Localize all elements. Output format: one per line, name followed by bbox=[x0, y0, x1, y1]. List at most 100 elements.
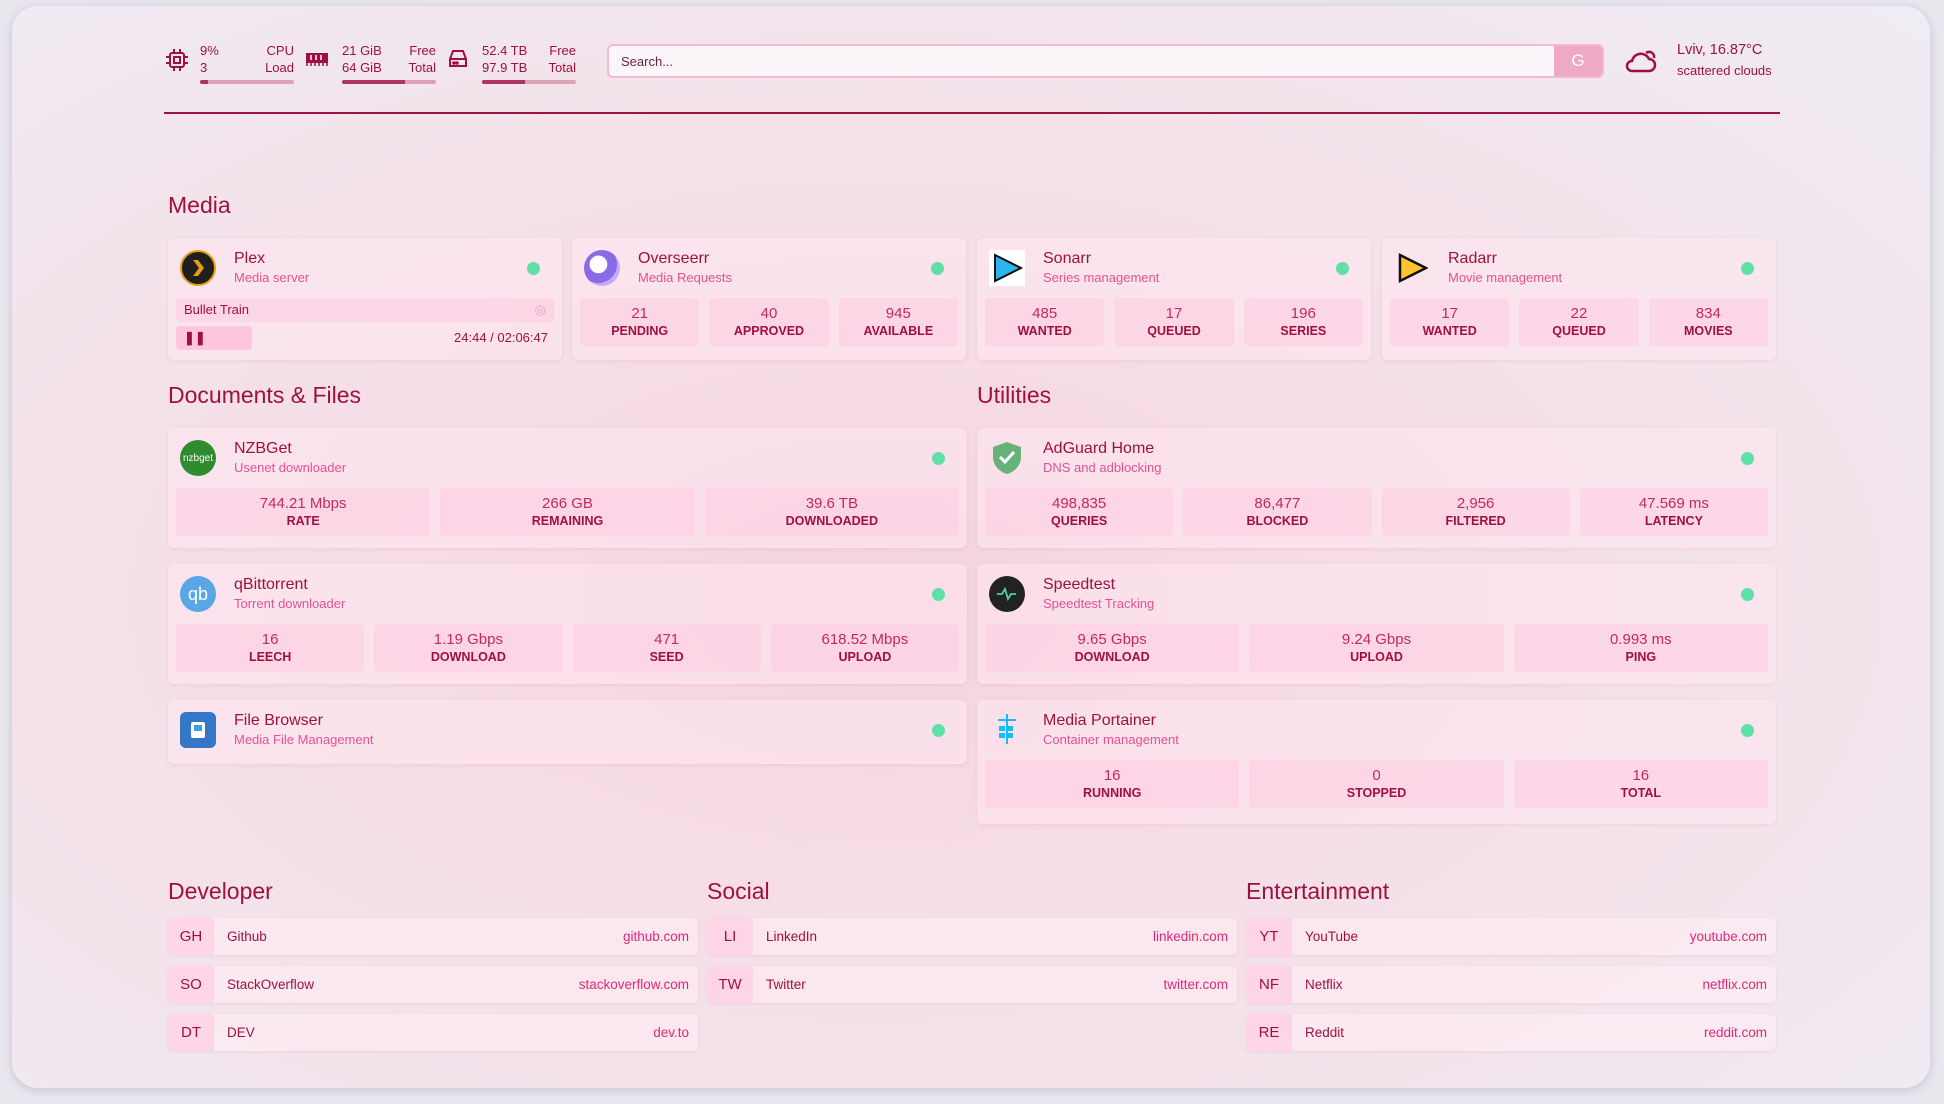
service-card-portainer[interactable]: Media Portainer Container management 16 RUN… bbox=[977, 700, 1776, 824]
status-indicator bbox=[1741, 724, 1754, 737]
cpu-widget: 9% CPU 3 Load bbox=[200, 42, 294, 88]
stat-label: BLOCKED bbox=[1246, 514, 1309, 528]
stat-value: 744.21 Mbps bbox=[259, 495, 347, 512]
memory-bar bbox=[342, 80, 436, 84]
speedtest-logo-icon bbox=[989, 576, 1025, 612]
stat-total: 16 TOTAL bbox=[1513, 760, 1768, 808]
stat-label: UPLOAD bbox=[1350, 650, 1403, 664]
cpu-usage: 9% bbox=[200, 43, 219, 58]
bookmark-name: StackOverflow bbox=[227, 977, 315, 992]
status-indicator bbox=[1741, 262, 1754, 275]
status-indicator bbox=[1741, 588, 1754, 601]
bookmark-url: github.com bbox=[622, 929, 689, 944]
bookmark-name: Github bbox=[227, 929, 267, 944]
pause-icon[interactable]: ❚❚ bbox=[184, 330, 206, 345]
bookmark-url: netflix.com bbox=[1702, 977, 1767, 992]
bookmark-reddit[interactable]: RE Reddit reddit.com bbox=[1246, 1014, 1776, 1051]
bookmark-youtube[interactable]: YT YouTube youtube.com bbox=[1246, 918, 1776, 955]
service-name: Speedtest bbox=[1043, 576, 1116, 593]
nzbget-logo-icon: nzbget bbox=[180, 440, 216, 476]
service-stats: 16 LEECH 1.19 Gbps DOWNLOAD 471 SEED 618.52 Mb… bbox=[168, 624, 967, 672]
stat-value: 86,477 bbox=[1254, 495, 1301, 512]
bookmark-abbr: YT bbox=[1246, 918, 1292, 955]
status-indicator bbox=[931, 262, 944, 275]
service-card-speedtest[interactable]: Speedtest Speedtest Tracking 9.65 Gbps DOWN… bbox=[977, 564, 1776, 684]
service-name: Media Portainer bbox=[1043, 712, 1156, 729]
status-indicator bbox=[1741, 452, 1754, 465]
stat-label: STOPPED bbox=[1346, 786, 1407, 800]
search-engine-button[interactable]: G bbox=[1554, 46, 1602, 76]
bookmark-twitter[interactable]: TW Twitter twitter.com bbox=[707, 966, 1237, 1003]
status-indicator bbox=[932, 452, 945, 465]
stat-label: MOVIES bbox=[1684, 324, 1733, 338]
bookmark-github[interactable]: GH Github github.com bbox=[168, 918, 698, 955]
service-card-nzbget[interactable]: nzbget NZBGet Usenet downloader 744.21 Mbps… bbox=[168, 428, 967, 548]
hard-drive-icon bbox=[447, 48, 469, 70]
stat-queued: 17 QUEUED bbox=[1114, 298, 1234, 346]
bookmark-netflix[interactable]: NF Netflix netflix.com bbox=[1246, 966, 1776, 1003]
header-divider bbox=[164, 112, 1780, 114]
stat-upload: 618.52 Mbps UPLOAD bbox=[770, 624, 959, 672]
service-stats: 16 RUNNING 0 STOPPED 16 TOTAL bbox=[977, 760, 1776, 808]
service-card-filebrowser[interactable]: File Browser Media File Management bbox=[168, 700, 967, 764]
stat-value: 498,835 bbox=[1052, 495, 1107, 512]
stat-pending: 21 PENDING bbox=[580, 298, 700, 346]
stat-label: SEED bbox=[649, 650, 684, 664]
stat-value: 17 bbox=[1441, 305, 1458, 322]
stat-value: 40 bbox=[760, 305, 778, 322]
stat-remaining: 266 GB REMAINING bbox=[440, 488, 695, 536]
status-indicator bbox=[932, 588, 945, 601]
bookmark-url: dev.to bbox=[653, 1025, 689, 1040]
service-card-adguard[interactable]: AdGuard Home DNS and adblocking 498,835 QUE… bbox=[977, 428, 1776, 548]
bookmark-linkedin[interactable]: LI LinkedIn linkedin.com bbox=[707, 918, 1237, 955]
stat-seed: 471 SEED bbox=[572, 624, 761, 672]
section-title-media: Media bbox=[168, 192, 231, 218]
stat-label: PING bbox=[1625, 650, 1657, 664]
stat-value: 9.24 Gbps bbox=[1341, 631, 1412, 648]
service-card-sonarr[interactable]: Sonarr Series management 485 WANTED 17 QUEUED… bbox=[977, 238, 1371, 360]
stat-label: RATE bbox=[286, 514, 320, 528]
bookmark-dev[interactable]: DT DEV dev.to bbox=[168, 1014, 698, 1051]
search-input[interactable] bbox=[609, 46, 1554, 76]
load-label: Load bbox=[265, 60, 294, 75]
playback-bar: ❚❚ 24:44 / 02:06:47 bbox=[176, 326, 554, 350]
dashboard: 9% CPU 3 Load 21 GiB Free 64 GiB Total 52.4 … bbox=[12, 6, 1930, 1088]
service-card-radarr[interactable]: Radarr Movie management 17 WANTED 22 QUEUED 83… bbox=[1382, 238, 1776, 360]
bookmark-url: twitter.com bbox=[1163, 977, 1228, 992]
free-label: Free bbox=[409, 43, 436, 58]
bookmark-name: Twitter bbox=[766, 977, 806, 992]
stat-value: 1.19 Gbps bbox=[433, 631, 503, 648]
bookmark-stackoverflow[interactable]: SO StackOverflow stackoverflow.com bbox=[168, 966, 698, 1003]
search-box: G bbox=[607, 44, 1604, 78]
disk-widget: 52.4 TB Free 97.9 TB Total bbox=[482, 42, 576, 88]
stat-label: APPROVED bbox=[733, 324, 805, 338]
bookmark-abbr: RE bbox=[1246, 1014, 1292, 1051]
playback-time: 24:44 / 02:06:47 bbox=[454, 330, 548, 345]
section-title-utilities: Utilities bbox=[977, 382, 1052, 408]
service-name: Plex bbox=[234, 250, 266, 267]
stat-available: 945 AVAILABLE bbox=[838, 298, 958, 346]
service-card-overseerr[interactable]: Overseerr Media Requests 21 PENDING 40 APPROV… bbox=[572, 238, 966, 360]
stat-value: 17 bbox=[1165, 305, 1183, 322]
stat-label: RUNNING bbox=[1082, 786, 1142, 800]
stat-wanted: 17 WANTED bbox=[1390, 298, 1510, 346]
stat-label: QUERIES bbox=[1050, 514, 1108, 528]
service-description: Torrent downloader bbox=[234, 596, 346, 611]
service-card-qbittorrent[interactable]: qb qBittorrent Torrent downloader 16 LEECH 1.… bbox=[168, 564, 967, 684]
plex-logo-icon bbox=[180, 250, 216, 286]
service-name: qBittorrent bbox=[234, 576, 308, 593]
stat-latency: 47.569 ms LATENCY bbox=[1579, 488, 1768, 536]
total-label: Total bbox=[408, 60, 436, 75]
stat-value: 485 bbox=[1032, 305, 1058, 322]
stat-value: 16 bbox=[1632, 767, 1650, 784]
service-name: Overseerr bbox=[638, 250, 710, 267]
service-card-plex[interactable]: Plex Media server Bullet Train ◎ ❚❚ 24:4… bbox=[168, 238, 562, 360]
service-description: Media File Management bbox=[234, 732, 374, 747]
bookmark-name: Reddit bbox=[1305, 1025, 1345, 1040]
playback-progress bbox=[176, 326, 252, 350]
stat-value: 0 bbox=[1372, 767, 1381, 784]
stat-value: 2,956 bbox=[1456, 495, 1495, 512]
stat-label: UPLOAD bbox=[838, 650, 892, 664]
stat-queries: 498,835 QUERIES bbox=[985, 488, 1174, 536]
stat-upload: 9.24 Gbps UPLOAD bbox=[1249, 624, 1504, 672]
